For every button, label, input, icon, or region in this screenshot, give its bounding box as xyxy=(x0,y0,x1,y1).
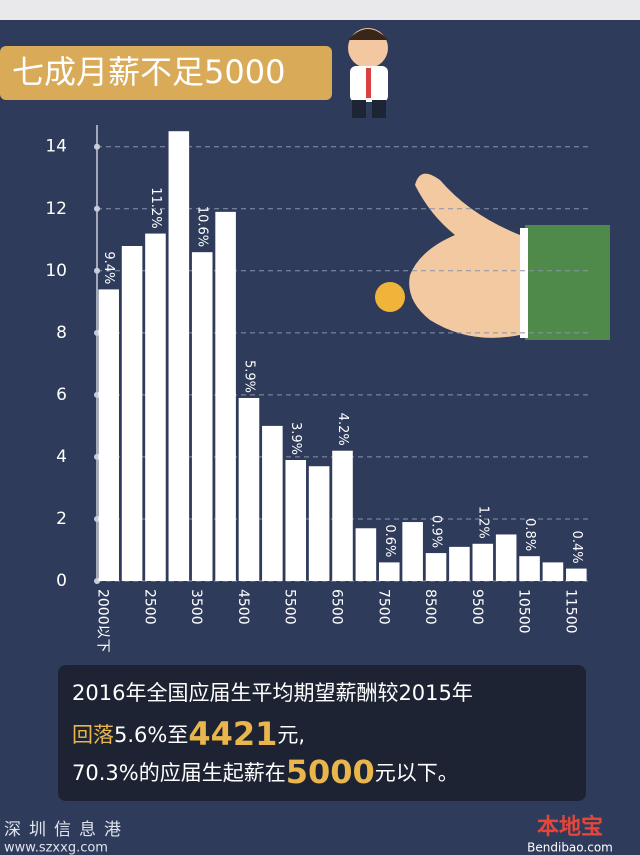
bar xyxy=(472,543,494,581)
x-tick-label: 2000以下 xyxy=(95,589,111,653)
text: 元, xyxy=(277,723,305,747)
y-tick-dot xyxy=(94,143,100,150)
bar xyxy=(566,568,587,581)
summary-line2: 回落5.6%至4421元, xyxy=(72,715,305,753)
highlight: 回落 xyxy=(72,723,114,747)
bar xyxy=(238,397,260,581)
bar xyxy=(332,450,353,581)
text: 5.6%至 xyxy=(114,723,188,747)
value-label: 9.4% xyxy=(101,251,116,284)
x-tick-label: 10500 xyxy=(516,589,532,634)
bar xyxy=(542,562,564,581)
y-tick-dot xyxy=(94,205,100,212)
y-tick-label: 14 xyxy=(45,137,67,157)
x-tick-label: 9500 xyxy=(469,589,485,625)
value-label: 11.2% xyxy=(148,187,163,228)
bar xyxy=(98,289,119,581)
bar xyxy=(425,553,447,581)
y-tick-dot xyxy=(94,267,100,274)
bar xyxy=(168,131,190,581)
text: 元以下。 xyxy=(375,761,459,785)
bar xyxy=(262,425,283,581)
y-tick-label: 0 xyxy=(56,571,67,591)
bar xyxy=(449,546,470,581)
bar xyxy=(285,460,307,581)
y-tick-label: 8 xyxy=(56,323,67,343)
y-tick-label: 4 xyxy=(56,447,67,467)
bar xyxy=(495,534,517,581)
bar xyxy=(402,522,423,581)
x-tick-label: 2500 xyxy=(141,589,157,625)
man-illustration xyxy=(348,28,388,118)
summary-box xyxy=(58,665,586,801)
value-label: 10.6% xyxy=(195,206,210,247)
x-tick-label: 8500 xyxy=(422,589,438,625)
bar xyxy=(308,466,330,581)
watermark-left-url: www.szxxg.com xyxy=(4,841,108,855)
top-border xyxy=(0,0,640,20)
value-label: 3.9% xyxy=(288,422,303,455)
x-tick-label: 3500 xyxy=(188,589,204,625)
bar xyxy=(145,233,166,582)
bar xyxy=(355,528,377,581)
x-tick-label: 7500 xyxy=(375,589,391,625)
summary-line1: 2016年全国应届生平均期望薪酬较2015年 xyxy=(72,681,473,705)
y-tick-label: 2 xyxy=(56,509,67,529)
y-tick-label: 6 xyxy=(56,385,67,405)
y-tick-label: 12 xyxy=(45,199,67,219)
value-label: 0.6% xyxy=(382,524,397,557)
chart-title: 七成月薪不足5000 xyxy=(12,53,285,91)
x-tick-label: 6500 xyxy=(329,589,345,625)
x-tick-label: 4500 xyxy=(235,589,251,625)
value-label: 1.2% xyxy=(475,506,490,539)
bar xyxy=(378,562,400,581)
highlight-number: 4421 xyxy=(188,715,277,753)
watermark-left: 深圳信息港 xyxy=(4,820,129,840)
text: 70.3%的应届生起薪在 xyxy=(72,761,286,785)
highlight-number: 5000 xyxy=(286,753,375,791)
bar xyxy=(191,252,213,582)
bar xyxy=(215,211,236,581)
watermark-right-url: Bendibao.com xyxy=(527,841,613,855)
value-label: 5.9% xyxy=(241,360,256,393)
y-tick-label: 10 xyxy=(45,261,67,281)
watermark-right: 本地宝 xyxy=(537,814,603,840)
x-tick-label: 11500 xyxy=(562,589,578,634)
value-label: 0.4% xyxy=(569,531,584,564)
bar xyxy=(519,556,540,581)
value-label: 0.8% xyxy=(522,518,537,551)
bar xyxy=(121,245,143,581)
x-tick-label: 5500 xyxy=(282,589,298,625)
hand-illustration xyxy=(375,173,610,340)
title-banner xyxy=(0,46,332,100)
value-label: 4.2% xyxy=(335,413,350,446)
summary-line3: 70.3%的应届生起薪在5000元以下。 xyxy=(72,753,459,791)
value-label: 0.9% xyxy=(429,515,444,548)
